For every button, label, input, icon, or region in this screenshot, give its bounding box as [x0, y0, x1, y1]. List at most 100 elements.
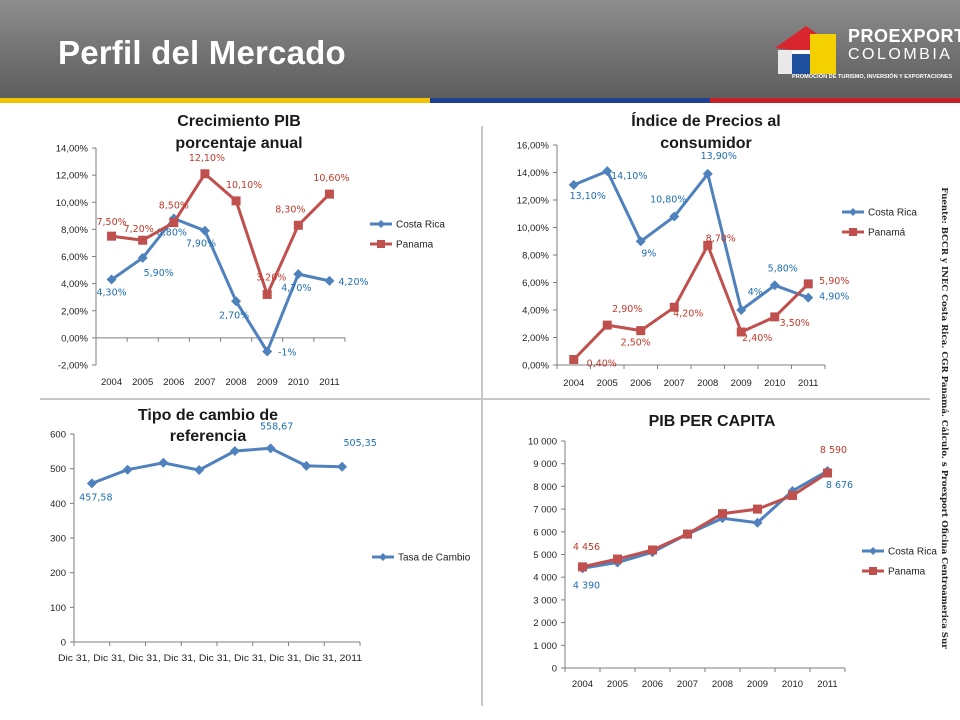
chart-2-series-1-data-label: 13,10%: [570, 191, 606, 202]
chart-3-series-1-point: [337, 461, 348, 472]
chart-2-y-tick-label: 12,00%: [517, 196, 550, 207]
chart-1-y-tick-label: 10,00%: [56, 198, 89, 209]
chart-1-legend-marker-1: [377, 220, 385, 228]
chart-1-series-2-point: [200, 169, 210, 179]
chart-2-series-2-point: [602, 320, 612, 330]
chart-2-y-tick-label: 0,00%: [522, 361, 549, 372]
chart-3-y-tick-label: 600: [50, 430, 66, 441]
chart-3-y-tick-label: 300: [50, 534, 66, 545]
chart-1-series-1-data-label: 2,70%: [219, 310, 249, 321]
chart-3-series-1-data-label: 457,58: [79, 492, 112, 503]
chart-3-series-1-point: [86, 478, 97, 489]
chart-4-legend-label-2: Panama: [888, 567, 926, 578]
chart-4-legend-marker-1: [869, 547, 877, 555]
chart-1-series-1-point: [293, 269, 304, 280]
chart-3-x-tick-label: Dic 31, Dic 31, Dic 31, Dic 31, Dic 31, …: [58, 653, 362, 664]
chart-1-y-tick-label: 6,00%: [61, 252, 88, 263]
chart-2-series-1-data-label: 14,10%: [611, 171, 647, 182]
chart-2-y-tick-label: 2,00%: [522, 333, 549, 344]
chart-4-x-tick-label: 2006: [642, 679, 663, 690]
chart-2-series-1-point: [568, 179, 579, 190]
header-bar: Perfil del Mercado PROEXPORT COLOMBIA PR…: [0, 0, 960, 98]
chart-1-series-2-data-label: 12,10%: [189, 153, 225, 164]
chart-4-y-tick-label: 5 000: [533, 550, 557, 561]
chart-3-y-tick-label: 100: [50, 603, 66, 614]
chart-4-x-tick-label: 2009: [747, 679, 768, 690]
chart-1-series-1-data-label: 4,30%: [96, 288, 126, 299]
chart-2-y-tick-label: 10,00%: [517, 223, 550, 234]
chart-1-x-tick-label: 2005: [132, 377, 153, 388]
header-stripe-yellow: [0, 98, 430, 103]
chart-2-title-line: consumidor: [660, 135, 752, 152]
chart-2-series-2-point: [703, 240, 713, 250]
chart-4-x-tick-label: 2010: [782, 679, 803, 690]
chart-4-y-tick-label: 4 000: [533, 573, 557, 584]
chart-4-y-tick-label: 3 000: [533, 595, 557, 606]
header-stripe-blue: [430, 98, 710, 103]
chart-1-series-2-data-label: 10,10%: [226, 180, 262, 191]
chart-2-series-2-point: [736, 327, 746, 337]
chart-4-series-2-data-label: 8 590: [820, 445, 847, 456]
chart-1-series-1-point: [231, 296, 242, 307]
chart-2-series-1-point: [736, 305, 747, 315]
chart-2-x-tick-label: 2008: [697, 378, 718, 389]
chart-4-series-2-data-label: 4 456: [573, 542, 600, 553]
chart-4-series-2-point: [753, 504, 762, 514]
chart-1-x-tick-label: 2006: [163, 377, 184, 388]
chart-2-x-tick-label: 2007: [664, 378, 685, 389]
chart-2-y-tick-label: 4,00%: [522, 306, 549, 317]
chart-2-y-tick-label: 8,00%: [522, 251, 549, 262]
chart-1-series-1-point: [106, 274, 117, 285]
chart-4-x-tick-label: 2007: [677, 679, 698, 690]
chart-1-x-tick-label: 2008: [225, 377, 246, 388]
chart-1-series-2-data-label: 8,30%: [275, 204, 305, 215]
chart-4-series-1-line: [582, 469, 829, 570]
chart-2-series-2-data-label: 2,50%: [621, 338, 651, 349]
chart-3-y-tick-label: 0: [61, 638, 66, 649]
chart-1-x-tick-label: 2010: [288, 377, 309, 388]
chart-2-series-1-data-label: 4%: [748, 287, 763, 298]
chart-2-series-1-data-label: 5,80%: [768, 263, 798, 274]
chart-1-x-tick-label: 2011: [319, 377, 339, 388]
chart-1-series-2-point: [293, 220, 303, 230]
chart-1-y-tick-label: 2,00%: [61, 306, 88, 317]
chart-1-title-line: Crecimiento PIB: [177, 113, 301, 130]
chart-4-series-1-point: [752, 517, 763, 528]
chart-4-legend-label-1: Costa Rica: [888, 547, 937, 558]
chart-2-y-tick-label: 6,00%: [522, 278, 549, 289]
chart-3-series-1-point: [265, 443, 276, 454]
chart-4-series-2-point: [823, 468, 832, 478]
chart-3-series-1-point: [158, 457, 169, 468]
chart-4-y-tick-label: 10 000: [528, 437, 557, 448]
logo-tagline: PROMOCIÓN DE TURISMO, INVERSIÓN Y EXPORT…: [792, 74, 953, 80]
chart-1-series-1-line: [110, 217, 330, 353]
chart-2-series-2-data-label: 3,50%: [780, 318, 810, 329]
chart-2-series-1-point: [602, 166, 613, 177]
proexport-house-icon: [775, 26, 836, 74]
chart-3-series-1-data-label: 558,67: [260, 421, 293, 432]
chart-2-series-2-data-label: 2,40%: [742, 333, 772, 344]
chart-2-y-tick-label: 16,00%: [517, 141, 550, 152]
chart-3-series-1-point: [194, 465, 205, 476]
chart-1-x-tick-label: 2004: [101, 377, 122, 388]
chart-1-series-2-data-label: 7,20%: [124, 224, 154, 235]
chart-1-series-2-point: [169, 218, 179, 228]
chart-3-series-1-point: [122, 464, 133, 475]
chart-4-y-tick-label: 1 000: [533, 641, 557, 652]
chart-2-title-line: Índice de Precios al: [631, 111, 780, 130]
chart-1-title-line: porcentaje anual: [175, 135, 302, 152]
chart-1-series-1-data-label: 7,90%: [186, 239, 216, 250]
chart-2-series-1-point: [669, 211, 680, 222]
chart-1-series-2-point: [138, 235, 148, 245]
chart-2-series-2-data-label: 0,40%: [587, 359, 617, 370]
chart-3-title-line: referencia: [170, 428, 247, 445]
chart-1-legend-marker-2: [377, 240, 385, 248]
logo-country: COLOMBIA: [848, 46, 953, 63]
chart-2-legend-marker-1: [849, 208, 857, 216]
chart-4-x-tick-label: 2011: [817, 679, 837, 690]
chart-2-series-1-point: [702, 168, 713, 179]
chart-2-x-tick-label: 2010: [764, 378, 785, 389]
chart-2-legend-label-1: Costa Rica: [868, 208, 917, 219]
chart-3-title-line: Tipo de cambio de: [138, 407, 278, 424]
chart-2-series-2-data-label: 2,90%: [612, 304, 642, 315]
